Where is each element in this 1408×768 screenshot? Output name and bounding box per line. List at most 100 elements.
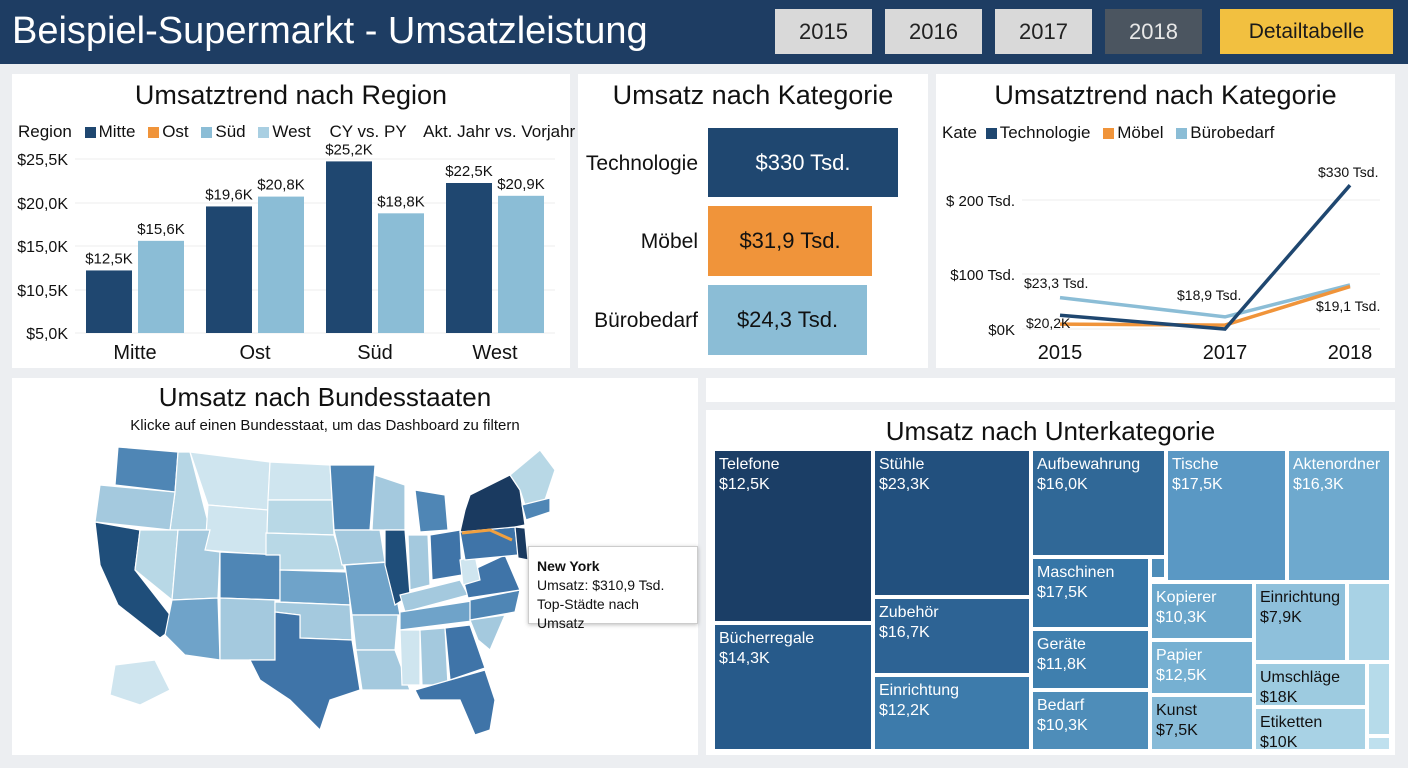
state-sd[interactable] [266, 499, 335, 536]
treemap-tile[interactable]: Kunst $7,5K [1150, 695, 1254, 751]
x-tick-label: 2018 [1328, 342, 1373, 364]
state-ia[interactable] [333, 529, 386, 566]
tile-name: Geräte [1037, 636, 1086, 653]
legend-item[interactable]: Bürobedarf [1190, 123, 1275, 142]
state-ar[interactable] [351, 614, 399, 651]
treemap-tile[interactable]: Zubehör $16,7K [873, 597, 1031, 675]
state-ga[interactable] [444, 624, 486, 681]
state-ak[interactable] [109, 659, 171, 706]
tile-value: $12,2K [879, 702, 930, 719]
detail-table-button[interactable]: Detailtabelle [1220, 9, 1393, 54]
legend-item[interactable]: Süd [215, 122, 246, 141]
x-tick-label: Süd [357, 342, 393, 364]
year-button-2017[interactable]: 2017 [995, 9, 1092, 54]
data-label: $18,9 Tsd. [1177, 287, 1242, 303]
state-tx[interactable] [249, 611, 361, 732]
treemap-tile[interactable]: Maschinen $17,5K [1031, 557, 1150, 629]
treemap-tile[interactable]: Telefone $12,5K [713, 449, 873, 623]
treemap-tile[interactable]: Papier $12,5K [1150, 640, 1254, 695]
tile-name: Tische [1172, 456, 1219, 473]
legend-item[interactable]: Ost [162, 122, 189, 141]
tile-name: Maschinen [1037, 564, 1115, 581]
treemap-tile[interactable]: Etiketten $10K [1254, 707, 1367, 751]
tile-value: $12,5K [719, 476, 770, 493]
state-wi[interactable] [371, 474, 406, 531]
treemap-tile[interactable]: Kopierer $10,3K [1150, 582, 1254, 640]
x-tick-label: 2015 [1038, 342, 1083, 364]
state-co[interactable] [219, 551, 281, 601]
treemap-tile-small[interactable] [1150, 557, 1166, 579]
tile-name: Aktenordner [1293, 456, 1381, 473]
treemap-tile[interactable]: Aktenordner $16,3K [1287, 449, 1391, 582]
legend-item[interactable]: Mitte [98, 122, 136, 141]
tile-name: Papier [1156, 647, 1203, 664]
data-label: $22,5K [445, 163, 493, 180]
state-nd[interactable] [267, 461, 333, 501]
state-ma-ct[interactable] [521, 497, 551, 521]
state-la[interactable] [355, 649, 411, 691]
legend-item[interactable]: Technologie [999, 123, 1091, 142]
treemap-tile[interactable]: Bücherregale $14,3K [713, 623, 873, 751]
line-technologie [1059, 184, 1352, 331]
category-bar-technologie[interactable]: $330 Tsd. [708, 128, 898, 197]
category-bar-moebel[interactable]: $31,9 Tsd. [708, 206, 872, 276]
state-oh[interactable] [429, 529, 463, 581]
y-tick-label: $ 200 Tsd. [946, 193, 1015, 210]
treemap-tile-small[interactable] [1347, 582, 1391, 662]
treemap-tile-small[interactable] [1367, 662, 1391, 736]
treemap-tile[interactable]: Stühle $23,3K [873, 449, 1031, 597]
state-ks[interactable] [279, 569, 351, 606]
treemap-tile-small[interactable] [1367, 736, 1391, 751]
state-mn[interactable] [329, 464, 376, 531]
state-sc[interactable] [469, 614, 506, 651]
state-or[interactable] [94, 484, 176, 531]
tile-value: $7,5K [1156, 722, 1198, 739]
year-button-2018[interactable]: 2018 [1105, 9, 1202, 54]
bar-ost [206, 206, 252, 333]
state-wa[interactable] [114, 446, 179, 493]
year-button-2015[interactable]: 2015 [775, 9, 872, 54]
tooltip-top-cities-link[interactable]: Top-Städte nach Umsatz [537, 596, 639, 631]
year-button-2016[interactable]: 2016 [885, 9, 982, 54]
tile-value: $10,3K [1037, 717, 1088, 734]
category-bar-buerobedarf[interactable]: $24,3 Tsd. [708, 285, 867, 355]
state-az[interactable] [164, 597, 221, 661]
treemap-tile[interactable]: Bedarf $10,3K [1031, 690, 1150, 751]
state-nc[interactable] [469, 589, 521, 621]
treemap-tile[interactable]: Geräte $11,8K [1031, 629, 1150, 690]
state-fl[interactable] [414, 669, 496, 736]
treemap-tile[interactable]: Einrichtung $12,2K [873, 675, 1031, 751]
tile-name: Zubehör [879, 604, 939, 621]
bar-ost [258, 196, 304, 333]
current-vs-prior-label: Akt. Jahr vs. Vorjahr [423, 122, 576, 141]
tile-name: Telefone [719, 456, 780, 473]
legend-swatch [1103, 128, 1115, 139]
treemap-tile[interactable]: Einrichtung $7,9K [1254, 582, 1347, 662]
treemap-tile[interactable]: Umschläge $18K [1254, 662, 1367, 707]
us-map[interactable] [12, 378, 698, 755]
state-al[interactable] [419, 627, 449, 686]
tile-value: $18K [1260, 689, 1298, 706]
treemap-tile[interactable]: Tische $17,5K [1166, 449, 1287, 582]
map-title: Umsatz nach Bundesstaaten [158, 382, 492, 412]
dashboard-title: Beispiel-Supermarkt - Umsatzleistung [12, 10, 648, 52]
region-legend: Region Mitte Ost Süd West CY vs. PY Akt.… [18, 122, 575, 142]
tooltip-state: New York [537, 558, 600, 574]
y-tick-label: $25,5K [17, 152, 68, 169]
state-mi[interactable] [414, 489, 449, 533]
tile-name: Etiketten [1260, 714, 1323, 731]
legend-item[interactable]: West [272, 122, 311, 141]
tile-name: Stühle [879, 456, 925, 473]
y-tick-label: $15,0K [17, 239, 68, 256]
state-nm[interactable] [219, 597, 276, 661]
tile-name: Kunst [1156, 702, 1197, 719]
y-tick-label: $5,0K [26, 326, 68, 343]
treemap-tile[interactable]: Aufbewahrung $16,0K [1031, 449, 1166, 557]
state-va[interactable] [461, 554, 521, 599]
x-tick-label: Ost [239, 342, 271, 364]
state-ms[interactable] [399, 629, 421, 686]
legend-item[interactable]: Möbel [1117, 123, 1164, 142]
line-möbel [1059, 284, 1351, 327]
state-wy[interactable] [204, 504, 269, 556]
state-in[interactable] [407, 534, 431, 591]
